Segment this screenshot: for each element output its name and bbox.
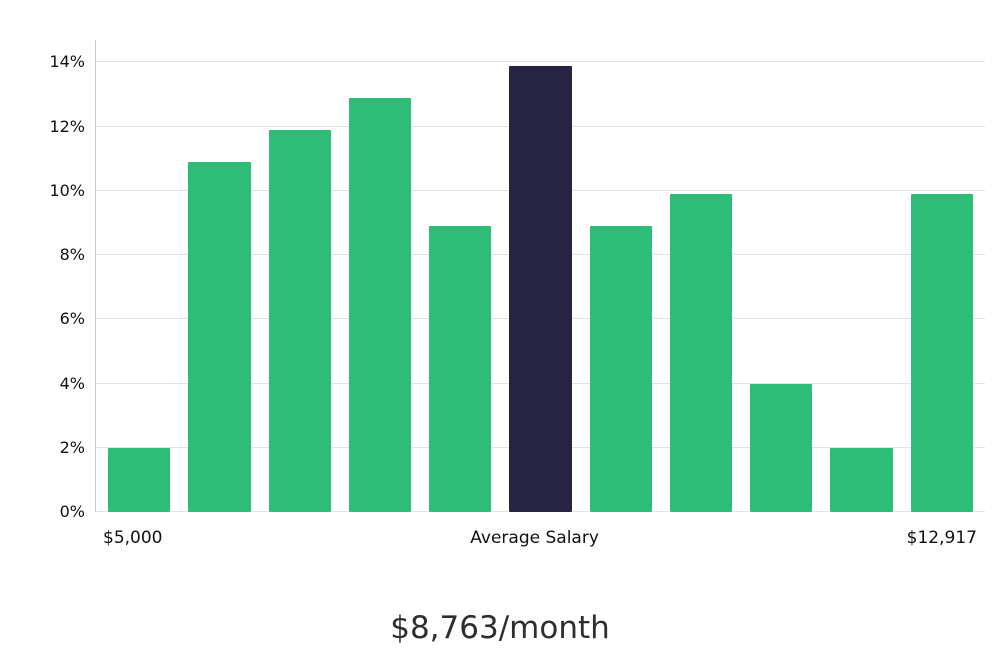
y-tick-label-10%: 10% bbox=[49, 180, 85, 200]
bar-4 bbox=[348, 97, 412, 512]
y-tick-label-12%: 12% bbox=[49, 116, 85, 136]
plot-area bbox=[95, 40, 985, 512]
y-tick-label-2%: 2% bbox=[59, 437, 85, 457]
y-tick-label-6%: 6% bbox=[59, 309, 85, 329]
y-axis: 0% 2% 4% 6% 8% 10% 12% 14% bbox=[0, 40, 95, 520]
x-tick-min-salary: $5,000 bbox=[103, 528, 163, 548]
bar-10 bbox=[830, 447, 893, 512]
bar-average-salary bbox=[509, 65, 572, 512]
x-axis: $5,000 Average Salary $12,917 bbox=[95, 528, 985, 548]
average-salary-value: $8,763/month bbox=[390, 610, 610, 646]
chart-area: 0% 2% 4% 6% 8% 10% 12% 14% bbox=[0, 40, 985, 520]
y-tick-label-0%: 0% bbox=[59, 502, 85, 521]
bar-5 bbox=[429, 226, 492, 512]
x-tick-max-salary: $12,917 bbox=[906, 528, 977, 548]
bars-group bbox=[96, 40, 985, 512]
bar-3 bbox=[268, 129, 331, 512]
bar-2 bbox=[188, 162, 251, 512]
bar-7 bbox=[589, 226, 652, 512]
y-tick-label-4%: 4% bbox=[59, 373, 85, 393]
bar-11 bbox=[910, 194, 973, 512]
bar-8 bbox=[669, 194, 733, 512]
bar-1 bbox=[108, 447, 171, 512]
x-tick-average-salary: Average Salary bbox=[470, 528, 599, 548]
bar-9 bbox=[750, 383, 813, 512]
gridline-14% bbox=[96, 61, 985, 63]
y-tick-label-8%: 8% bbox=[59, 245, 85, 265]
y-tick-label-14%: 14% bbox=[49, 52, 85, 72]
